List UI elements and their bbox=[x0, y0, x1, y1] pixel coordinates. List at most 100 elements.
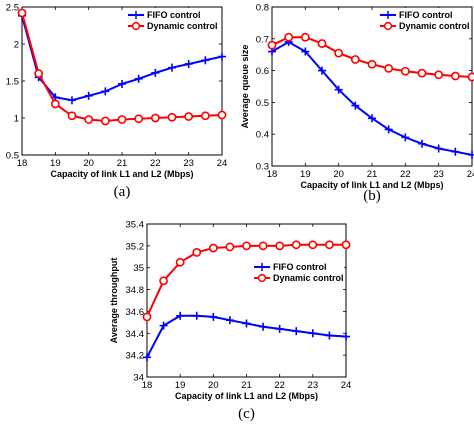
x-tick-label: 20 bbox=[333, 169, 344, 180]
data-point-fifo bbox=[401, 133, 410, 142]
data-point-dynamic bbox=[400, 66, 410, 76]
data-point-dynamic bbox=[341, 240, 351, 250]
data-point-fifo bbox=[218, 52, 226, 61]
data-point-dynamic bbox=[117, 115, 127, 124]
x-tick-label: 21 bbox=[117, 158, 128, 169]
x-tick-label: 24 bbox=[217, 158, 228, 169]
x-tick-label: 18 bbox=[267, 169, 278, 180]
y-tick-label: 1 bbox=[14, 114, 19, 125]
x-tick-label: 18 bbox=[17, 158, 28, 169]
data-point-fifo bbox=[334, 85, 343, 94]
x-tick-label: 18 bbox=[142, 380, 153, 391]
data-point-fifo bbox=[184, 59, 193, 68]
data-point-fifo bbox=[101, 87, 110, 96]
data-point-dynamic bbox=[450, 71, 460, 81]
data-point-dynamic bbox=[84, 115, 94, 124]
data-point-dynamic bbox=[242, 241, 251, 251]
data-point-dynamic bbox=[334, 48, 344, 58]
data-point-fifo bbox=[168, 63, 176, 72]
series-line-dynamic bbox=[271, 36, 473, 78]
legend-entry: FIFO control bbox=[147, 10, 201, 20]
y-tick-label: 0.7 bbox=[256, 34, 269, 45]
data-point-dynamic bbox=[50, 99, 60, 109]
panel-caption: (c) bbox=[238, 406, 255, 422]
data-point-dynamic bbox=[384, 63, 394, 73]
data-point-fifo bbox=[201, 56, 210, 65]
legend-marker-plus bbox=[258, 263, 266, 271]
data-point-dynamic bbox=[325, 240, 334, 250]
y-tick-label: 0.5 bbox=[6, 151, 19, 162]
data-point-dynamic bbox=[467, 72, 474, 82]
data-point-fifo bbox=[308, 329, 317, 338]
data-point-dynamic bbox=[142, 312, 152, 322]
data-point-dynamic bbox=[434, 70, 444, 80]
data-point-fifo bbox=[134, 74, 143, 83]
x-tick-label: 22 bbox=[150, 158, 161, 169]
x-tick-label: 21 bbox=[367, 169, 378, 180]
data-point-dynamic bbox=[275, 241, 285, 251]
data-point-dynamic bbox=[317, 39, 327, 48]
data-point-dynamic bbox=[308, 240, 318, 250]
y-tick-label: 0.5 bbox=[256, 98, 269, 109]
y-tick-label: 35.2 bbox=[126, 241, 145, 252]
data-point-fifo bbox=[259, 322, 268, 331]
data-point-fifo bbox=[451, 147, 460, 156]
legend-marker-plus bbox=[132, 11, 140, 19]
y-axis-label: Average queue size bbox=[240, 45, 250, 129]
data-point-fifo bbox=[159, 321, 168, 330]
data-point-dynamic bbox=[300, 32, 310, 42]
data-point-dynamic bbox=[167, 112, 177, 122]
y-tick-label: 2.5 bbox=[6, 3, 19, 14]
x-tick-label: 20 bbox=[83, 158, 94, 169]
chart-panel-c: 18 19 20 21 22 23 24 34 34.2 34.4 34.6 34.8 35 35.2 35… bbox=[109, 220, 351, 423]
y-tick-label: 34.4 bbox=[126, 329, 145, 340]
data-point-fifo bbox=[225, 316, 234, 325]
x-tick-label: 24 bbox=[341, 380, 352, 391]
data-point-fifo bbox=[342, 332, 350, 341]
x-tick-label: 24 bbox=[467, 169, 474, 180]
y-tick-label: 0.3 bbox=[256, 162, 269, 173]
data-point-fifo bbox=[68, 96, 76, 105]
data-point-dynamic bbox=[217, 110, 227, 120]
data-point-fifo bbox=[418, 139, 426, 148]
data-point-fifo bbox=[292, 327, 301, 336]
x-tick-label: 23 bbox=[308, 380, 319, 391]
data-point-fifo bbox=[151, 68, 160, 77]
y-tick-label: 34.2 bbox=[126, 351, 145, 362]
y-tick-label: 0.8 bbox=[256, 3, 269, 14]
data-point-fifo bbox=[275, 324, 284, 333]
data-point-dynamic bbox=[184, 112, 194, 121]
y-tick-label: 34.6 bbox=[126, 307, 145, 318]
data-point-dynamic bbox=[100, 116, 110, 126]
data-point-fifo bbox=[84, 91, 93, 100]
legend-entry: FIFO control bbox=[399, 10, 453, 20]
data-point-dynamic bbox=[284, 32, 294, 42]
y-tick-label: 0.6 bbox=[256, 66, 269, 77]
data-point-fifo bbox=[118, 79, 126, 88]
x-axis-label: Capacity of link L1 and L2 (Mbps) bbox=[175, 391, 318, 401]
y-tick-label: 0.4 bbox=[256, 130, 269, 141]
legend-box bbox=[378, 8, 470, 32]
data-point-fifo bbox=[368, 114, 376, 123]
chart-panel-a: 18 19 20 21 22 23 24 0.5 1 1.5 2 2.5 Capacity of lin… bbox=[6, 3, 228, 201]
chart-panel-b: 18 19 20 21 22 23 24 0.3 0.4 0.5 0.6 0.7 0.8 Capacity… bbox=[240, 3, 474, 204]
data-point-fifo bbox=[242, 319, 251, 328]
y-tick-label: 2 bbox=[14, 40, 19, 51]
legend-entry: Dynamic control bbox=[147, 21, 218, 31]
x-tick-label: 21 bbox=[241, 380, 252, 391]
data-point-dynamic bbox=[208, 243, 218, 253]
legend-entry: Dynamic control bbox=[399, 21, 470, 31]
data-point-dynamic bbox=[267, 40, 277, 50]
data-point-dynamic bbox=[175, 257, 185, 267]
data-point-fifo bbox=[301, 47, 310, 56]
data-point-fifo bbox=[434, 144, 443, 153]
data-point-fifo bbox=[468, 150, 474, 159]
x-tick-label: 23 bbox=[433, 169, 444, 180]
legend-marker-circle bbox=[257, 273, 267, 283]
data-point-fifo bbox=[143, 353, 151, 362]
data-point-fifo bbox=[325, 331, 334, 340]
data-point-fifo bbox=[384, 125, 393, 134]
data-point-dynamic bbox=[134, 114, 144, 124]
